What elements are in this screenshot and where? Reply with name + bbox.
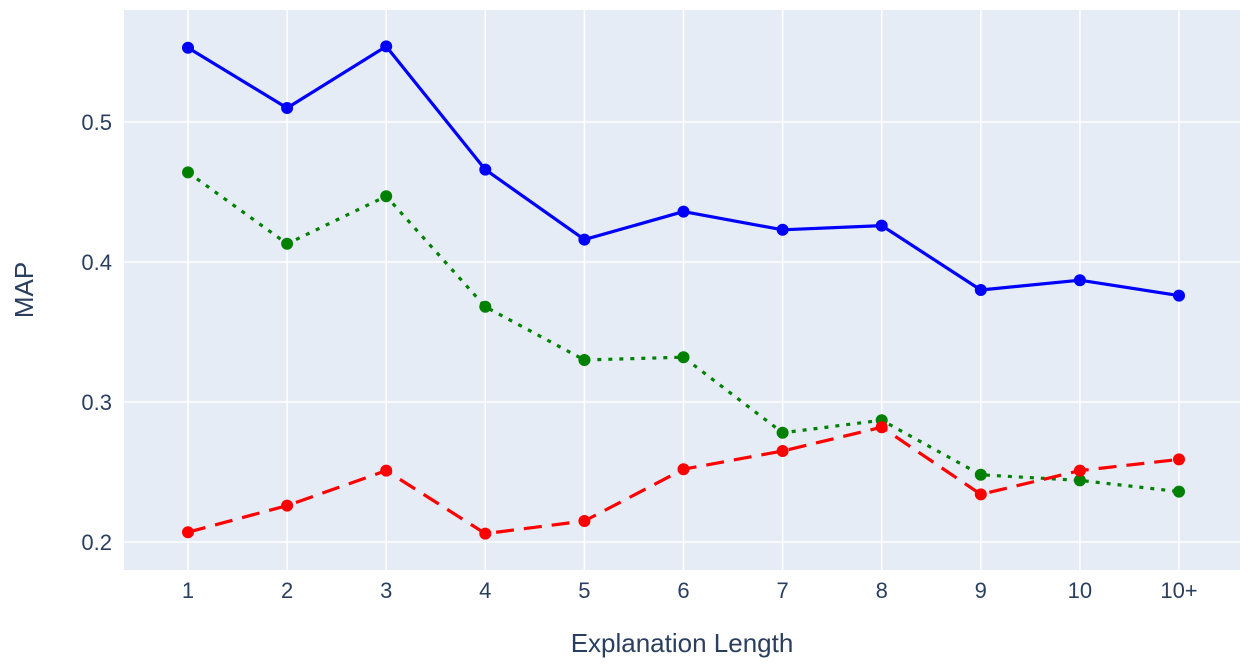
- x-tick-labels: 1 2 3 4 5 6 7 8 9 10 10+: [182, 578, 1198, 603]
- data-point: [380, 40, 393, 53]
- data-point: [578, 354, 591, 366]
- y-tick-label: 0.3: [81, 390, 112, 415]
- data-point: [677, 463, 690, 476]
- data-point: [380, 190, 393, 203]
- series-3: [182, 421, 1185, 540]
- data-point: [776, 426, 789, 439]
- data-point: [479, 300, 492, 313]
- data-point: [182, 41, 194, 54]
- y-tick-label: 0.5: [81, 110, 112, 135]
- data-point: [1073, 274, 1086, 287]
- data-point: [776, 223, 789, 236]
- x-tick-label: 4: [479, 578, 491, 603]
- y-tick-label: 0.4: [81, 250, 112, 275]
- x-tick-label: 3: [380, 578, 392, 603]
- data-point: [1173, 453, 1185, 466]
- y-gridlines: [124, 121, 1240, 543]
- x-tick-label: 8: [876, 578, 888, 603]
- data-point: [479, 527, 492, 540]
- x-tick-label: 9: [975, 578, 987, 603]
- series-layer: [182, 40, 1185, 540]
- data-point: [479, 163, 492, 176]
- data-point: [974, 488, 987, 501]
- data-point: [281, 499, 294, 512]
- y-axis-title: MAP: [9, 262, 39, 318]
- data-point: [380, 464, 393, 477]
- data-point: [974, 284, 987, 296]
- series-1: [182, 40, 1185, 302]
- y-tick-labels: 0.2 0.3 0.4 0.5: [81, 110, 112, 555]
- data-point: [776, 445, 789, 457]
- data-point: [578, 233, 591, 246]
- data-point: [1173, 289, 1185, 302]
- data-point: [1073, 474, 1086, 487]
- data-point: [677, 351, 690, 364]
- data-point: [875, 421, 888, 434]
- x-tick-label: 1: [182, 578, 194, 603]
- data-point: [677, 205, 690, 218]
- x-tick-label: 7: [776, 578, 788, 603]
- data-point: [974, 468, 987, 481]
- data-point: [578, 515, 591, 527]
- plot-area: [124, 10, 1240, 570]
- data-point: [281, 102, 294, 114]
- data-point: [281, 237, 294, 250]
- x-axis-title: Explanation Length: [571, 628, 794, 658]
- x-tick-label: 10+: [1160, 578, 1197, 603]
- x-tick-label: 5: [578, 578, 590, 603]
- data-point: [182, 166, 194, 179]
- data-point: [1173, 485, 1185, 498]
- data-point: [1073, 464, 1086, 477]
- x-tick-label: 10: [1068, 578, 1092, 603]
- series-2: [182, 166, 1185, 498]
- x-tick-label: 2: [281, 578, 293, 603]
- data-point: [182, 526, 194, 539]
- data-point: [875, 219, 888, 232]
- y-tick-label: 0.2: [81, 530, 112, 555]
- x-tick-label: 6: [677, 578, 689, 603]
